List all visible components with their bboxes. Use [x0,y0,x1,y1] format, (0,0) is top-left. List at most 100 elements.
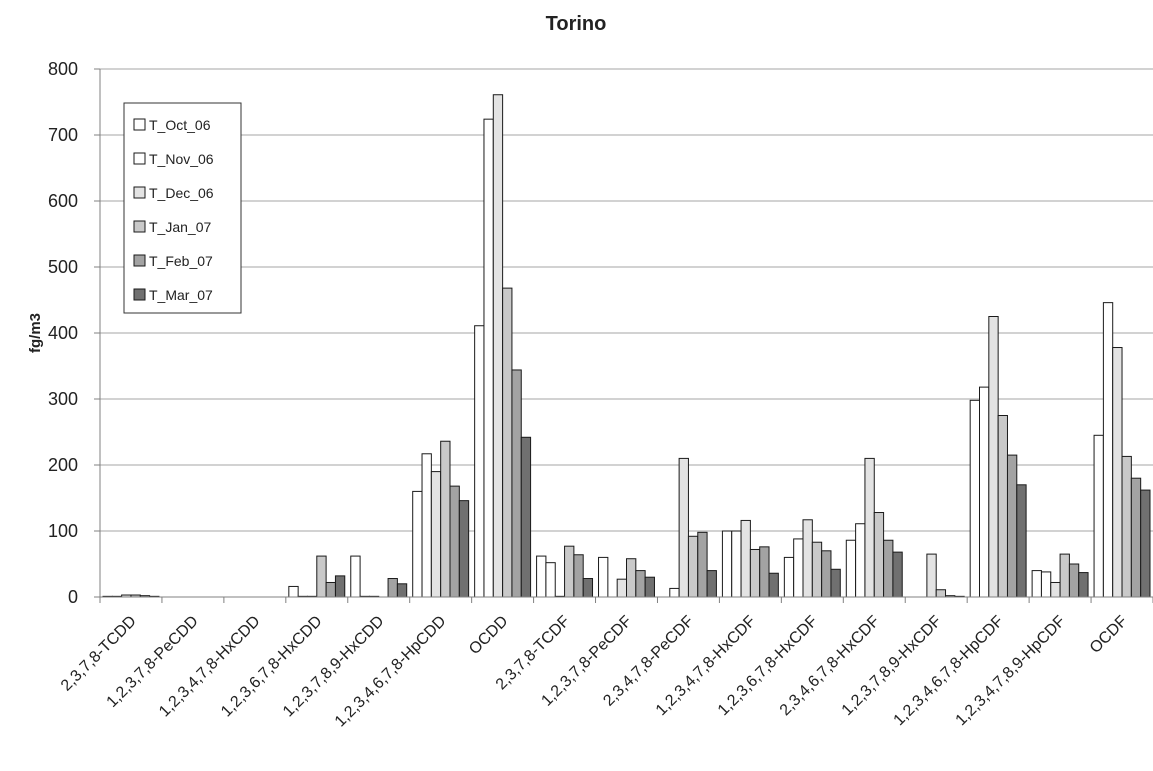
bar-T_Dec_06-16 [1112,347,1123,598]
bar-T_Feb_07-7 [573,554,584,598]
bar-T_Dec_06-8 [616,578,627,598]
legend-swatch [133,220,146,233]
bar-T_Nov_06-16 [1102,302,1114,598]
bar-T_Nov_06-10 [731,530,742,598]
bar-T_Dec_06-12 [864,457,875,598]
bar-T_Mar_07-7 [582,578,594,598]
bar-T_Dec_06-5 [430,471,442,598]
bar-T_Dec_06-10 [740,519,751,598]
bar-T_Oct_06-14 [969,399,980,598]
bar-T_Oct_06-11 [783,556,795,598]
bar-T_Jan_07-9 [687,535,699,598]
bar-T_Mar_07-4 [396,583,408,598]
bar-T_Feb_07-5 [449,485,460,598]
bar-T_Feb_07-6 [511,369,522,598]
bar-T_Oct_06-12 [845,539,857,598]
x-tick-labels: 2,3,7,8-TCDD1,2,3,7,8-PeCDD1,2,3,4,7,8-H… [58,613,1131,731]
bar-T_Feb_07-16 [1130,477,1142,598]
bar-T_Mar_07-3 [334,575,346,598]
y-tick-labels: 0 100 200 300 400 500 600 700 800 [48,59,78,607]
legend-swatch [133,288,146,301]
bar-T_Nov_06-6 [483,118,494,598]
bar-T_Oct_06-7 [536,555,547,598]
bar-T_Mar_07-9 [706,570,717,598]
y-tick-label: 400 [48,323,78,343]
x-tick-label: OCDF [1087,613,1131,657]
bar-T_Jan_07-16 [1121,455,1132,598]
bars-group [102,94,1151,598]
bar-T_Oct_06-6 [474,325,485,598]
bar-T_Jan_07-3 [316,555,327,598]
legend-swatch [133,118,146,131]
x-tick-label: 1,2,3,4,6,7,8-HpCDD [332,613,450,731]
bar-T_Dec_06-6 [492,94,504,598]
y-tick-label: 500 [48,257,78,277]
gridlines [100,68,1153,532]
bar-T_Oct_06-8 [598,556,609,598]
bar-T_Mar_07-10 [768,572,779,598]
legend-swatch [133,254,146,267]
bar-T_Dec_06-14 [988,316,999,598]
bar-T_Oct_06-3 [288,585,299,598]
bar-T_Jan_07-15 [1059,553,1070,598]
bar-T_Mar_07-16 [1140,489,1151,598]
bar-T_Dec_06-15 [1050,581,1061,598]
bar-T_Feb_07-8 [635,570,646,598]
x-tick-label: OCDD [466,613,511,658]
bar-T_Oct_06-16 [1093,434,1104,598]
bar-T_Jan_07-5 [440,440,451,598]
bar-T_Nov_06-9 [669,587,680,598]
y-tick-label: 700 [48,125,78,145]
bar-T_Nov_06-7 [545,562,556,598]
bar-T_Nov_06-15 [1040,571,1052,598]
legend-label: T_Dec_06 [149,185,214,201]
bar-T_Dec_06-11 [802,519,813,598]
bar-T_Dec_06-13 [926,553,937,598]
bar-T_Oct_06-15 [1031,570,1042,598]
y-tick-label: 100 [48,521,78,541]
bar-T_Feb_07-14 [1006,454,1018,598]
x-tick-label: 1,2,3,4,6,7,8-HpCDF [891,613,1008,730]
bar-T_Oct_06-5 [412,490,423,598]
bar-T_Feb_07-3 [325,581,336,598]
y-tick-label: 800 [48,59,78,79]
bar-T_Mar_07-6 [520,436,532,598]
bar-T_Nov_06-14 [979,386,990,598]
bar-T_Oct_06-10 [721,530,733,598]
bar-T_Jan_07-14 [997,415,1008,598]
y-axis-label: fg/m3 [27,313,44,353]
y-tick-label: 0 [68,587,78,607]
bar-T_Mar_07-12 [892,551,903,598]
bar-T_Mar_07-11 [830,568,841,598]
bar-T_Feb_07-11 [821,550,832,598]
bar-T_Dec_06-9 [678,457,689,598]
bar-T_Jan_07-6 [502,287,513,598]
bar-T_Nov_06-5 [421,453,432,598]
bar-T_Feb_07-15 [1068,563,1080,598]
axes-group [94,68,1153,603]
legend-label: T_Jan_07 [149,219,211,235]
bar-T_Feb_07-12 [883,539,894,598]
bar-T_Nov_06-12 [855,523,866,598]
legend-label: T_Feb_07 [149,253,213,269]
legend-swatch [133,152,146,165]
y-tick-label: 300 [48,389,78,409]
x-tick-label: 1,2,3,4,7,8,9-HpCDF [953,613,1070,730]
bar-T_Jan_07-8 [626,558,637,598]
bar-T_Mar_07-8 [644,576,655,598]
bar-T_Jan_07-10 [749,548,761,598]
legend-label: T_Mar_07 [149,287,213,303]
y-tick-label: 600 [48,191,78,211]
bar-T_Mar_07-15 [1078,572,1089,598]
bar-T_Mar_07-5 [458,500,470,598]
bar-T_Jan_07-7 [564,545,575,598]
bar-T_Feb_07-10 [759,546,770,598]
legend-label: T_Nov_06 [149,151,214,167]
bar-T_Feb_07-9 [697,531,708,598]
legend-swatch [133,186,146,199]
bar-T_Mar_07-14 [1016,484,1027,598]
legend: T_Oct_06 T_Nov_06 T_Dec_06 T_Jan_07 T_Feb_07… [123,102,242,314]
bar-T_Feb_07-4 [387,578,398,598]
bar-T_Jan_07-13 [935,589,947,598]
